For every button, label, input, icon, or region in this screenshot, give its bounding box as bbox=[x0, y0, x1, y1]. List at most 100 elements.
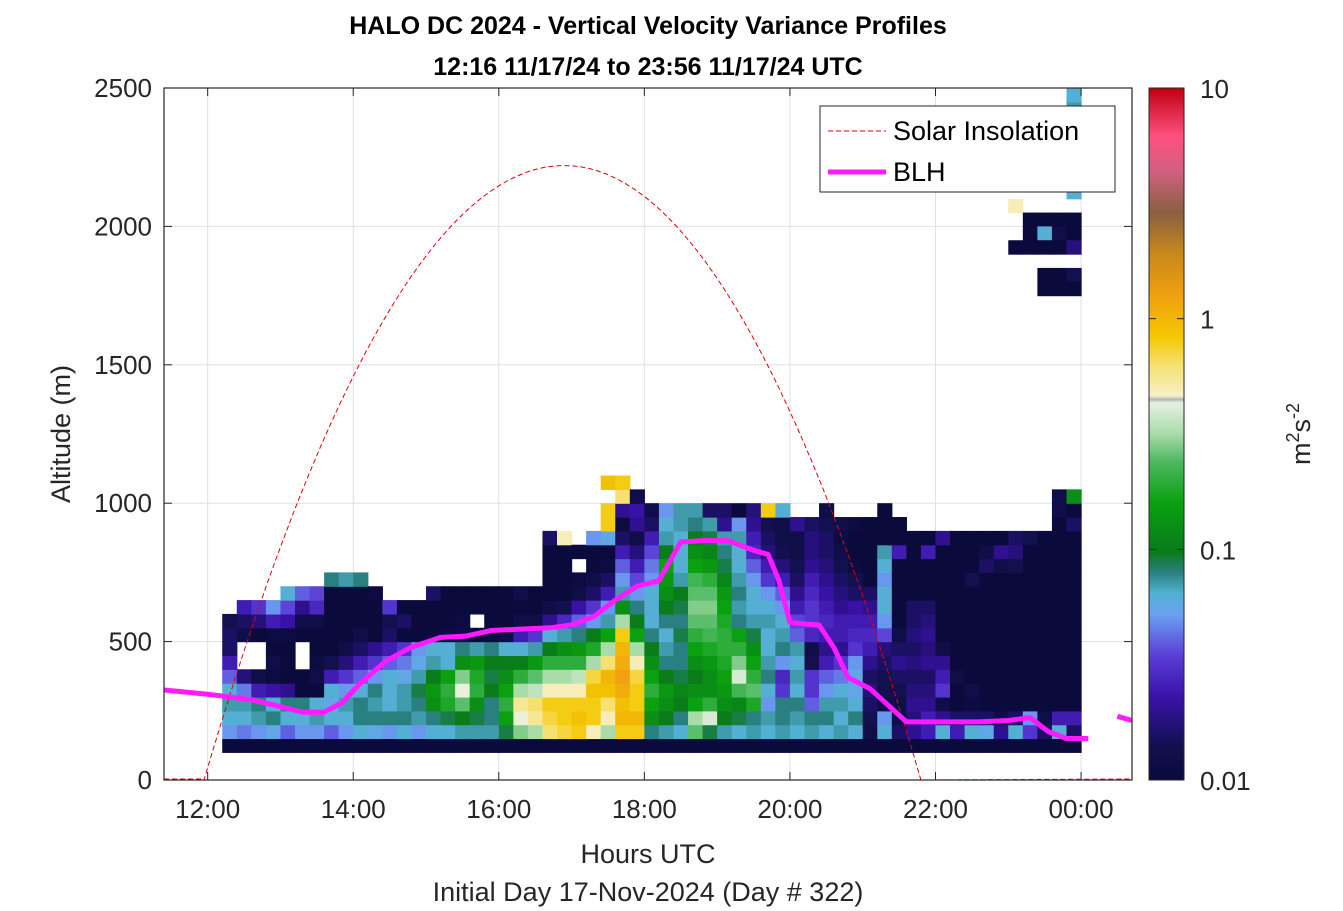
heatmap-cell bbox=[906, 641, 922, 657]
heatmap-cell bbox=[353, 724, 369, 740]
heatmap-cell bbox=[440, 738, 456, 753]
heatmap-cell bbox=[673, 627, 689, 643]
heatmap-cell bbox=[629, 544, 645, 560]
heatmap-cell bbox=[382, 738, 398, 753]
y-axis-label: Altitude (m) bbox=[46, 365, 76, 503]
heatmap-cell bbox=[746, 710, 762, 726]
heatmap-cell bbox=[789, 627, 806, 643]
heatmap-cell bbox=[571, 738, 587, 753]
heatmap-cell bbox=[440, 724, 456, 740]
heatmap-cell bbox=[1066, 655, 1082, 670]
heatmap-cell bbox=[819, 738, 835, 753]
heatmap-cell bbox=[819, 669, 835, 684]
heatmap-cell bbox=[789, 530, 806, 546]
heatmap-cell bbox=[309, 724, 325, 740]
heatmap-cell bbox=[498, 600, 514, 615]
y-tick-label: 1500 bbox=[94, 350, 152, 380]
heatmap-cell bbox=[513, 586, 529, 601]
heatmap-cell bbox=[1037, 572, 1053, 587]
heatmap-cell bbox=[673, 586, 689, 601]
heatmap-cell bbox=[324, 683, 340, 698]
y-axis-ticks: 2500 2000 1500 1000 500 0 bbox=[94, 73, 1132, 795]
heatmap-cell bbox=[280, 586, 296, 601]
heatmap-cell bbox=[615, 724, 631, 740]
heatmap-cell bbox=[1037, 281, 1053, 297]
heatmap-cell bbox=[440, 669, 456, 684]
heatmap-cell bbox=[542, 669, 558, 684]
heatmap-cell bbox=[513, 641, 529, 657]
heatmap-cell bbox=[426, 613, 442, 629]
heatmap-cell bbox=[877, 613, 893, 629]
heatmap-cell bbox=[367, 724, 383, 740]
heatmap-cell bbox=[557, 724, 573, 740]
heatmap-cell bbox=[950, 696, 966, 712]
heatmap-cell bbox=[964, 530, 980, 546]
heatmap-cell bbox=[862, 544, 878, 560]
heatmap-cell bbox=[629, 655, 645, 670]
heatmap-cell bbox=[426, 696, 442, 712]
heatmap-cell bbox=[1051, 281, 1068, 297]
heatmap-cell bbox=[804, 627, 820, 643]
heatmap-cell bbox=[877, 600, 893, 615]
heatmap-cell bbox=[688, 710, 704, 726]
colorbar-label-s: s bbox=[1286, 419, 1316, 433]
heatmap-cell bbox=[1051, 600, 1068, 615]
heatmap-cell bbox=[935, 696, 951, 712]
heatmap-cell bbox=[746, 558, 762, 573]
heatmap-cell bbox=[1022, 586, 1038, 601]
heatmap-cell bbox=[644, 530, 660, 546]
heatmap-cell bbox=[411, 696, 427, 712]
heatmap-cell bbox=[804, 572, 820, 587]
heatmap-cell bbox=[1022, 530, 1038, 546]
heatmap-cell bbox=[440, 655, 456, 670]
heatmap-cell bbox=[746, 669, 762, 684]
heatmap-cell bbox=[702, 503, 718, 518]
heatmap-cell bbox=[702, 738, 718, 753]
heatmap-cell bbox=[964, 613, 980, 629]
heatmap-cell bbox=[542, 738, 558, 753]
heatmap-cell bbox=[731, 724, 747, 740]
colorbar-tick-label: 0.01 bbox=[1200, 766, 1251, 796]
heatmap-cell bbox=[600, 641, 616, 657]
heatmap-cell bbox=[353, 696, 369, 712]
heatmap-cell bbox=[920, 572, 937, 587]
heatmap-cell bbox=[571, 669, 587, 684]
heatmap-cell bbox=[935, 600, 951, 615]
heatmap-cell bbox=[615, 530, 631, 546]
heatmap-cell bbox=[906, 627, 922, 643]
heatmap-cell bbox=[338, 641, 354, 657]
heatmap-cell bbox=[586, 641, 602, 657]
heatmap-cell bbox=[353, 613, 369, 629]
heatmap-cell bbox=[251, 683, 267, 698]
heatmap-cell bbox=[295, 600, 311, 615]
heatmap-cell bbox=[658, 738, 675, 753]
heatmap-cell bbox=[309, 669, 325, 684]
heatmap-cell bbox=[746, 738, 762, 753]
heatmap-cell bbox=[877, 503, 893, 518]
heatmap-cell bbox=[993, 669, 1009, 684]
heatmap-cell bbox=[586, 558, 602, 573]
heatmap-cell bbox=[1008, 572, 1024, 587]
heatmap-cell bbox=[382, 696, 398, 712]
heatmap-cell bbox=[717, 724, 733, 740]
heatmap-cell bbox=[571, 627, 587, 643]
heatmap-cell bbox=[586, 586, 602, 601]
heatmap-cell bbox=[615, 544, 631, 560]
heatmap-cell bbox=[1037, 586, 1053, 601]
heatmap-cell bbox=[644, 627, 660, 643]
heatmap-cell bbox=[731, 683, 747, 698]
heatmap-cell bbox=[396, 669, 413, 684]
heatmap-cell bbox=[906, 696, 922, 712]
heatmap-cell bbox=[935, 669, 951, 684]
heatmap-cell bbox=[367, 710, 383, 726]
heatmap-cell bbox=[236, 683, 252, 698]
heatmap-cell bbox=[906, 669, 922, 684]
heatmap-cell bbox=[862, 655, 878, 670]
heatmap-cell bbox=[571, 683, 587, 698]
heatmap-cell bbox=[891, 627, 907, 643]
heatmap-cell bbox=[1051, 240, 1068, 255]
heatmap-cell bbox=[760, 724, 776, 740]
heatmap-cell bbox=[688, 724, 704, 740]
heatmap-cell bbox=[804, 710, 820, 726]
heatmap-cell bbox=[731, 558, 747, 573]
